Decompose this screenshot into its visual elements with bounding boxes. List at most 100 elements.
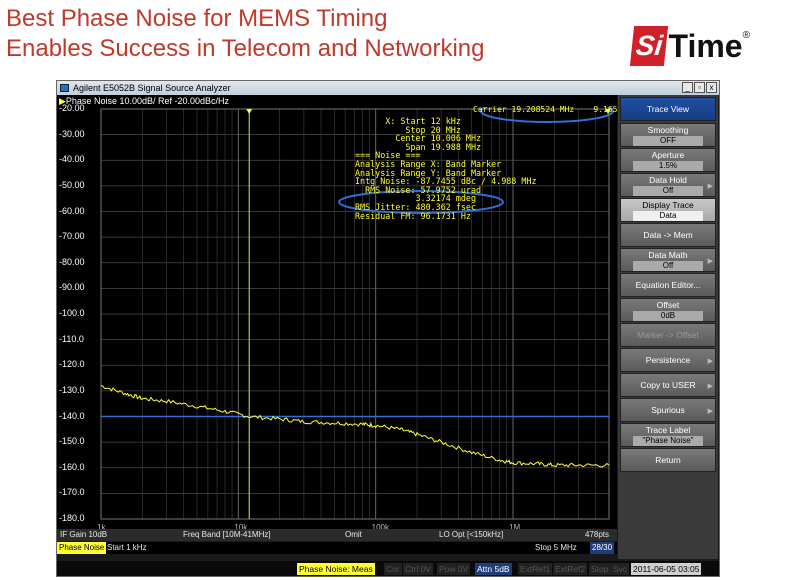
softkey-data-to-mem[interactable]: Data -> Mem (620, 223, 716, 247)
aperture-label: Aperture (651, 150, 685, 160)
softkey-return[interactable]: Return (620, 448, 716, 472)
smoothing-label: Smoothing (647, 125, 689, 135)
restore-button[interactable]: ▫ (694, 82, 705, 93)
softkey-marker-offset[interactable]: Marker -> Offset (620, 323, 716, 347)
window-controls: _ ▫ x (682, 82, 717, 93)
phase-noise-trace (100, 385, 610, 468)
slide-title-line-1: Best Phase Noise for MEMS Timing (6, 5, 388, 32)
trace-tag[interactable]: Phase Noise (57, 542, 107, 554)
y-tick-label: -130.0 (59, 384, 85, 395)
spurious-label: Spurious (651, 405, 685, 415)
data-math-label: Data Math (648, 250, 688, 260)
close-button[interactable]: x (706, 82, 717, 93)
pow-status: Pow 0V (437, 563, 471, 575)
noise-readout-line: Residual FM: 96.1731 Hz (355, 210, 471, 221)
softkey-smoothing[interactable]: Smoothing OFF (620, 123, 716, 147)
minimize-button[interactable]: _ (682, 82, 693, 93)
y-tick-label: -140.0 (59, 410, 85, 421)
plot-scale-label: Phase Noise 10.00dB/ Ref -20.00dBc/Hz (65, 96, 230, 106)
softkey-panel: Trace View Smoothing OFF Aperture 1.5% D… (618, 95, 718, 559)
trace-indicator-icon: ▶ (59, 96, 66, 106)
status-bar-2: Phase Noise Start 1 kHz Stop 5 MHz 28/30 (57, 542, 617, 554)
noise-readout-line: Stop 20 MHz (355, 124, 461, 135)
y-tick-label: -180.0 (59, 513, 85, 523)
noise-readout-line: === Noise === (355, 150, 421, 161)
softkey-copy-to-user[interactable]: Copy to USER ▶ (620, 373, 716, 397)
page-indicator: 28/30 (590, 542, 615, 554)
status-bar-1: IF Gain 10dB Freq Band [10M-41MHz] Omit … (57, 529, 617, 541)
chevron-right-icon: ▶ (707, 358, 713, 365)
chevron-right-icon: ▶ (707, 408, 713, 415)
y-tick-label: -160.0 (59, 461, 85, 472)
y-tick-label: -90.00 (59, 282, 85, 293)
y-tick-label: -110.0 (59, 333, 84, 344)
phase-noise-plot[interactable] (57, 107, 617, 529)
trace-label-label: Trace Label (645, 425, 691, 435)
softkey-aperture[interactable]: Aperture 1.5% (620, 148, 716, 172)
softkey-trace-view[interactable]: Trace View (620, 97, 716, 121)
smoothing-value: OFF (633, 136, 703, 146)
x-tick-label: 10k (234, 523, 248, 532)
y-tick-label: -20.00 (59, 103, 85, 113)
data-to-mem-label: Data -> Mem (643, 230, 693, 240)
noise-readout-line: Center 10.006 MHz (355, 133, 482, 144)
y-tick-label: -100.0 (59, 308, 85, 318)
datetime-status: 2011-06-05 03:05 (631, 563, 702, 575)
softkey-trace-view-label: Trace View (646, 104, 690, 114)
extref2-status: ExtRef2 (553, 563, 588, 575)
noise-readout-line: Analysis Range Y: Band Marker (355, 167, 502, 178)
data-math-value: Off (633, 261, 703, 271)
window-titlebar[interactable]: Agilent E5052B Signal Source Analyzer _ … (57, 81, 719, 95)
logo-time: Time (668, 28, 743, 64)
omit-status: Omit (345, 530, 362, 539)
y-tick-label: -80.00 (59, 256, 85, 267)
trace-label-value: "Phase Noise" (633, 436, 703, 446)
analyzer-window: Agilent E5052B Signal Source Analyzer _ … (56, 80, 720, 577)
grid-lines (100, 108, 610, 520)
noise-readout-line: Intg Noise: -87.7455 dBc / 4.988 MHz (355, 176, 537, 187)
svc-status: Svc (611, 563, 630, 575)
offset-value: 0dB (633, 311, 703, 321)
softkey-persistence[interactable]: Persistence ▶ (620, 348, 716, 372)
softkey-data-math[interactable]: Data Math Off ▶ (620, 248, 716, 272)
noise-readout-line: RMS Jitter: 480.362 fsec (355, 201, 477, 212)
softkey-data-hold[interactable]: Data Hold Off ▶ (620, 173, 716, 197)
softkey-spurious[interactable]: Spurious ▶ (620, 398, 716, 422)
noise-readout-line: RMS Noise: 57.9752 urad (355, 184, 482, 195)
chevron-right-icon: ▶ (707, 258, 713, 265)
plot-header: ▶Phase Noise 10.00dB/ Ref -20.00dBc/Hz (57, 95, 617, 107)
instrument-status-bar: Phase Noise: Meas Cor Ctrl 0V Pow 0V Att… (57, 561, 719, 576)
lo-opt-status: LO Opt [<150kHz] (439, 530, 504, 539)
carrier-highlight-oval (480, 107, 614, 123)
persistence-label: Persistence (645, 355, 691, 365)
chevron-right-icon: ▶ (707, 208, 713, 215)
noise-readout-line: 3.32174 mdeg (355, 193, 477, 204)
window-title: Agilent E5052B Signal Source Analyzer (73, 83, 231, 93)
x-tick-label: 1k (97, 523, 106, 532)
display-trace-label: Display Trace (642, 200, 694, 210)
marker-offset-label: Marker -> Offset (637, 330, 699, 340)
softkey-equation-editor[interactable]: Equation Editor... (620, 273, 716, 297)
highlight-ovals (338, 107, 614, 214)
slide-title: Best Phase Noise for MEMS Timing Enables… (6, 4, 606, 64)
y-tick-label: -60.00 (59, 205, 85, 216)
stop-status: Stop (589, 563, 611, 575)
y-tick-label: -30.00 (59, 128, 85, 139)
softkey-offset[interactable]: Offset 0dB (620, 298, 716, 322)
app-icon (60, 84, 69, 92)
ctrl-status: Ctrl 0V (403, 563, 433, 575)
aperture-value: 1.5% (633, 161, 703, 171)
return-label: Return (655, 455, 681, 465)
softkey-trace-label[interactable]: Trace Label "Phase Noise" (620, 423, 716, 447)
y-tick-label: -50.00 (59, 179, 85, 190)
y-tick-label: -120.0 (59, 359, 85, 370)
trace-group (100, 385, 610, 468)
chevron-right-icon: ▶ (707, 383, 713, 390)
equation-editor-label: Equation Editor... (635, 280, 701, 290)
chevron-right-icon: ▶ (707, 183, 713, 190)
measurement-status: Phase Noise: Meas (297, 563, 375, 575)
softkey-display-trace[interactable]: Display Trace Data ▶ (620, 198, 716, 222)
plot-area[interactable]: -20.00 -30.00 -40.00 -50.00 -60.00 -70.00 -80.… (57, 103, 642, 532)
y-tick-label: -40.00 (59, 154, 85, 165)
offset-label: Offset (656, 300, 680, 310)
